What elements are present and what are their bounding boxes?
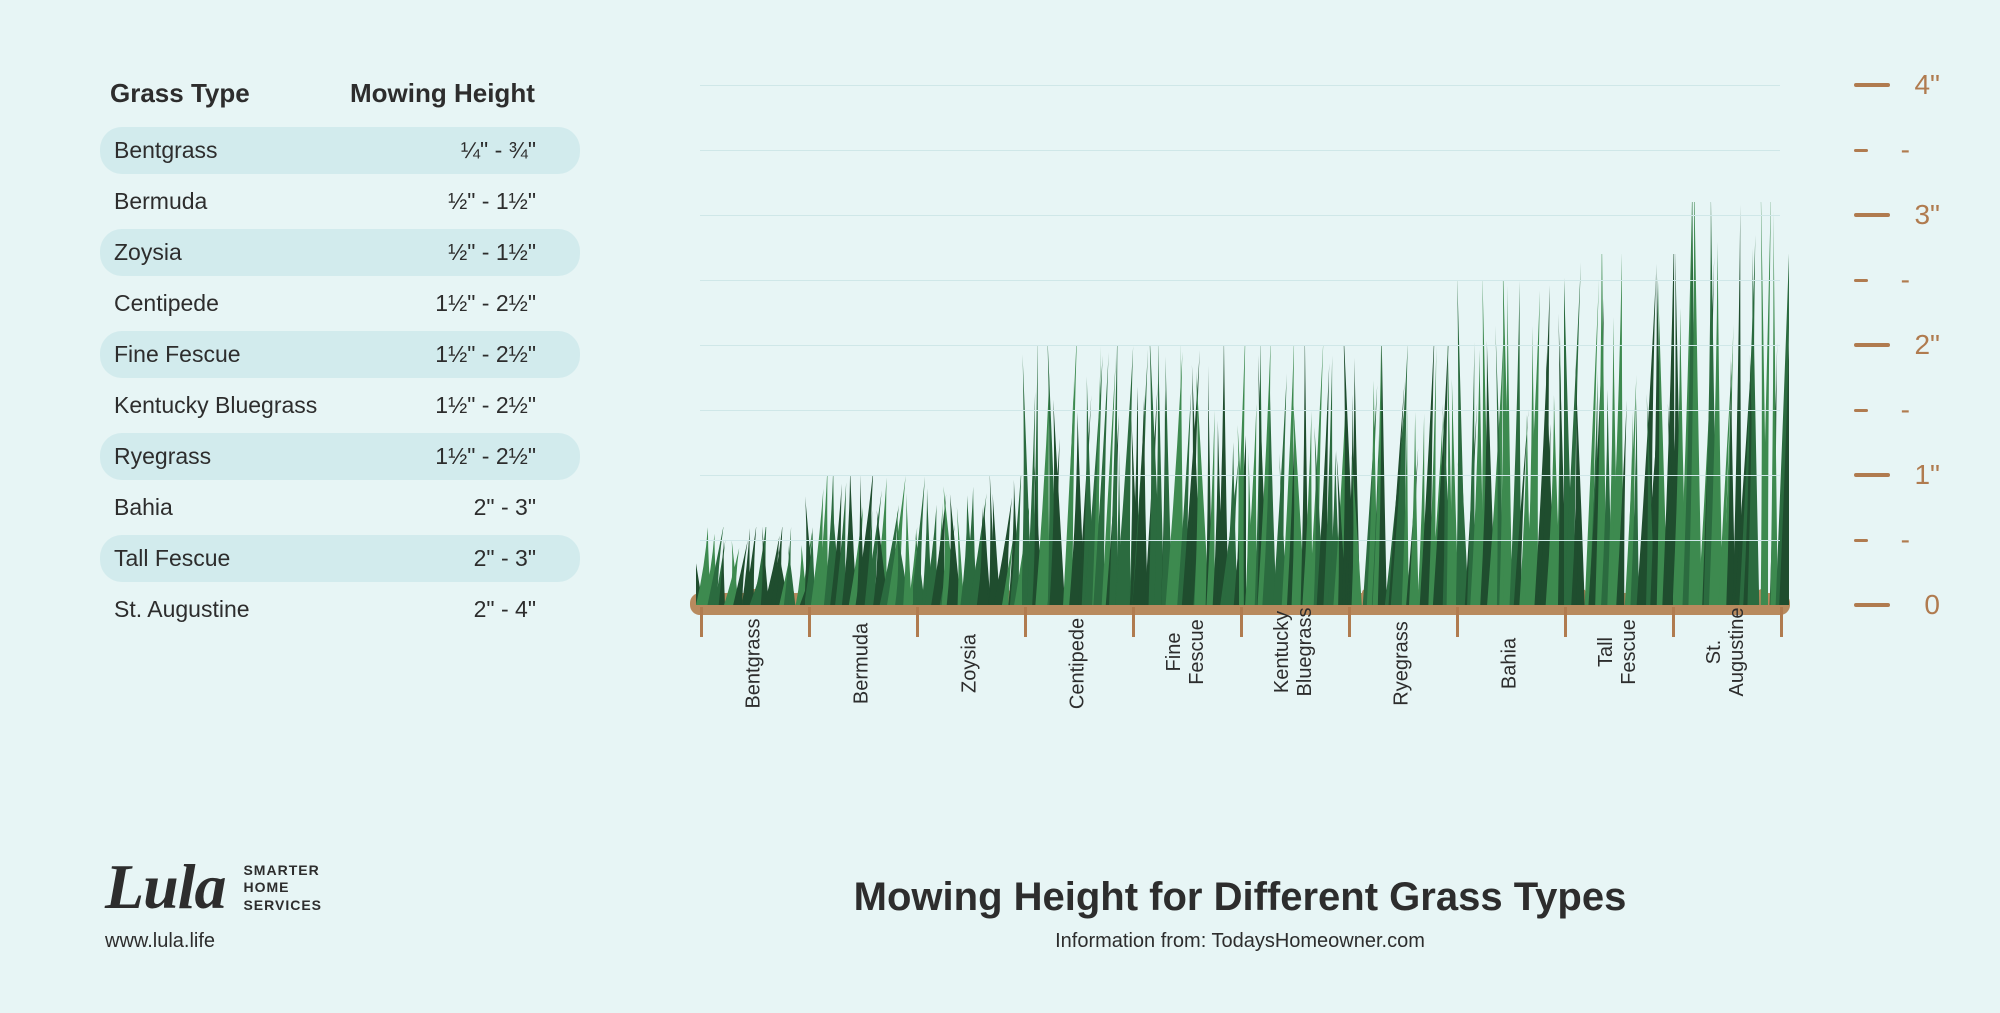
y-axis-label: 3" (1914, 199, 1940, 231)
gridline (700, 475, 1780, 476)
gridline (700, 215, 1780, 216)
chart-title: Mowing Height for Different Grass Types (700, 875, 1780, 920)
y-axis-minor-dash: - (1901, 264, 1910, 296)
brand-block: Lula SMARTER HOME SERVICES www.lula.life (105, 850, 322, 953)
x-tick (1456, 607, 1459, 637)
x-tick (1564, 607, 1567, 637)
grass-name: Fine Fescue (114, 341, 366, 368)
x-axis-label: Fine Fescue (1163, 572, 1209, 732)
table-row: Centipede1½" - 2½" (100, 280, 580, 327)
grass-name: Bahia (114, 494, 366, 521)
y-tick (1854, 343, 1890, 347)
x-axis-label: Bermuda (851, 584, 874, 744)
table-row: Bentgrass¼" - ¾" (100, 127, 580, 174)
table-header: Grass Type Mowing Height (100, 70, 580, 127)
table-row: Bahia2" - 3" (100, 484, 580, 531)
grass-height: ½" - 1½" (366, 188, 566, 215)
x-tick (1348, 607, 1351, 637)
y-tick-minor (1854, 279, 1868, 282)
grass-name: St. Augustine (114, 596, 366, 623)
brand-url: www.lula.life (105, 930, 322, 953)
x-axis-label: Zoysia (959, 584, 982, 744)
x-tick (1672, 607, 1675, 637)
y-axis-minor-dash: - (1901, 524, 1910, 556)
x-axis-label: Tall Fescue (1595, 572, 1641, 732)
table-row: St. Augustine2" - 4" (100, 586, 580, 633)
table-body: Bentgrass¼" - ¾"Bermuda½" - 1½"Zoysia½" … (100, 127, 580, 633)
chart-plot-area: 01"2"3"4"----BentgrassBermudaZoysiaCenti… (700, 85, 1780, 605)
grass-height: ¼" - ¾" (366, 137, 566, 164)
grass-height: 2" - 3" (366, 494, 566, 521)
x-tick (700, 607, 703, 637)
x-axis-label: Bahia (1499, 584, 1522, 744)
y-axis-minor-dash: - (1901, 394, 1910, 426)
grass-name: Zoysia (114, 239, 366, 266)
y-tick-minor (1854, 539, 1868, 542)
grass-name: Bermuda (114, 188, 366, 215)
grass-name: Centipede (114, 290, 366, 317)
table-row: Kentucky Bluegrass1½" - 2½" (100, 382, 580, 429)
y-axis-label: 4" (1914, 69, 1940, 101)
table-header-col1: Grass Type (110, 78, 350, 109)
x-tick (1132, 607, 1135, 637)
grass-name: Ryegrass (114, 443, 366, 470)
y-axis-minor-dash: - (1901, 134, 1910, 166)
y-tick (1854, 83, 1890, 87)
y-axis-label: 0 (1924, 589, 1940, 621)
gridline (700, 345, 1780, 346)
gridline (700, 150, 1780, 151)
grass-chart: 01"2"3"4"----BentgrassBermudaZoysiaCenti… (700, 85, 1900, 805)
grass-name: Bentgrass (114, 137, 366, 164)
x-axis-label: Kentucky Bluegrass (1271, 572, 1317, 732)
x-tick (808, 607, 811, 637)
x-tick (1240, 607, 1243, 637)
grass-height: 2" - 4" (366, 596, 566, 623)
table-row: Bermuda½" - 1½" (100, 178, 580, 225)
grass-table: Grass Type Mowing Height Bentgrass¼" - ¾… (100, 70, 580, 637)
grass-height: 1½" - 2½" (366, 443, 566, 470)
table-row: Tall Fescue2" - 3" (100, 535, 580, 582)
grass-name: Kentucky Bluegrass (114, 392, 366, 419)
x-tick (1024, 607, 1027, 637)
gridline (700, 280, 1780, 281)
x-axis-label: Ryegrass (1391, 584, 1414, 744)
x-tick (1780, 607, 1783, 637)
y-tick-minor (1854, 409, 1868, 412)
grass-height: 1½" - 2½" (366, 290, 566, 317)
brand-tagline: SMARTER HOME SERVICES (243, 862, 322, 925)
table-header-col2: Mowing Height (350, 78, 570, 109)
grass-height: 2" - 3" (366, 545, 566, 572)
x-axis-label: Bentgrass (743, 584, 766, 744)
y-tick-minor (1854, 149, 1868, 152)
gridline (700, 410, 1780, 411)
y-axis-label: 2" (1914, 329, 1940, 361)
brand-logo: Lula (105, 850, 225, 924)
x-axis-label: St. Augustine (1703, 572, 1749, 732)
grass-name: Tall Fescue (114, 545, 366, 572)
gridline (700, 540, 1780, 541)
table-row: Fine Fescue1½" - 2½" (100, 331, 580, 378)
grass-height: 1½" - 2½" (366, 341, 566, 368)
chart-title-block: Mowing Height for Different Grass Types … (700, 875, 1780, 953)
y-tick (1854, 213, 1890, 217)
x-tick (916, 607, 919, 637)
grass-height: 1½" - 2½" (366, 392, 566, 419)
y-axis-label: 1" (1914, 459, 1940, 491)
gridline (700, 85, 1780, 86)
grass-height: ½" - 1½" (366, 239, 566, 266)
y-tick (1854, 473, 1890, 477)
x-axis-label: Centipede (1067, 584, 1090, 744)
table-row: Zoysia½" - 1½" (100, 229, 580, 276)
table-row: Ryegrass1½" - 2½" (100, 433, 580, 480)
y-tick (1854, 603, 1890, 607)
chart-subtitle: Information from: TodaysHomeowner.com (700, 930, 1780, 953)
